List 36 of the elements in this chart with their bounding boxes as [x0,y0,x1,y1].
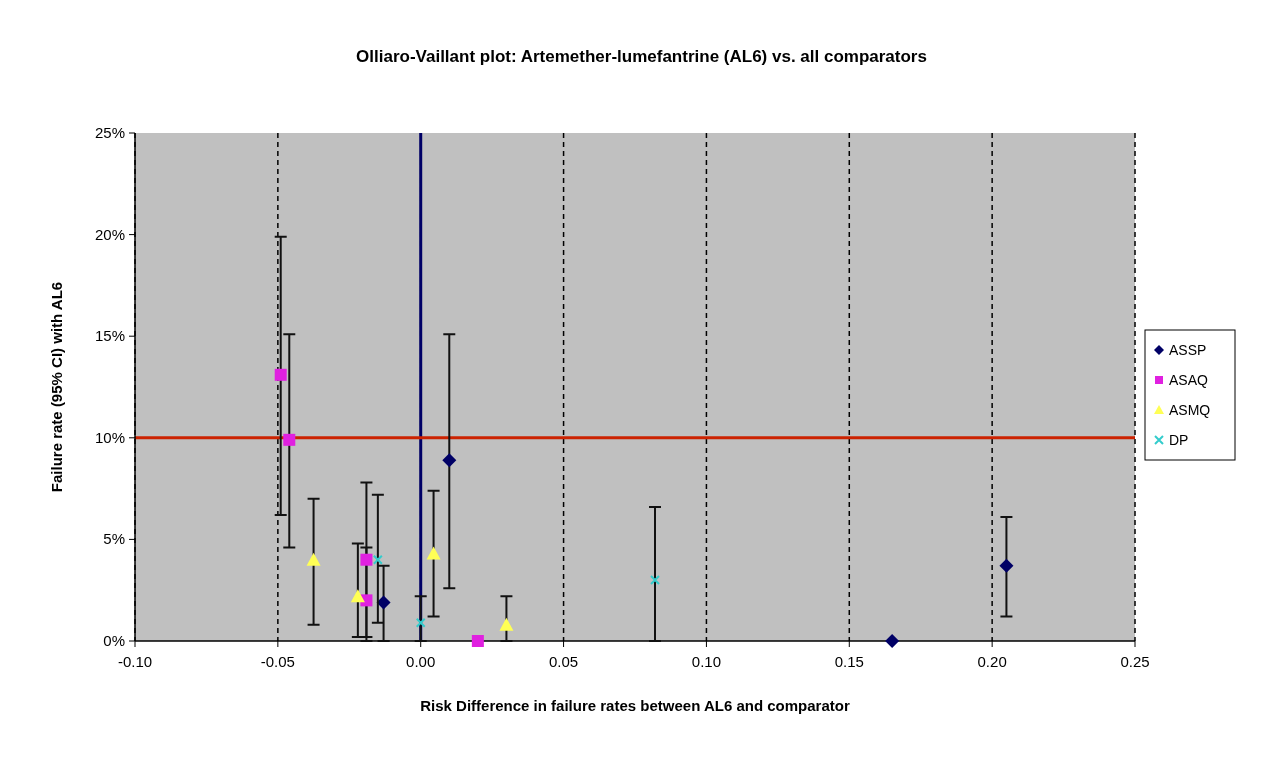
point [999,558,1014,573]
point [885,634,900,648]
x-tick-label: 0.25 [1120,653,1150,670]
chart-title: Olliaro-Vaillant plot: Artemether-lumefantrine (AL6) vs. all comparators [356,47,927,66]
x-tick-label: 0.00 [406,653,436,670]
point [283,433,296,446]
y-axis-title: Failure rate (95% CI) with AL6 [48,281,65,493]
y-tick-label: 0% [103,632,125,649]
point [372,554,383,565]
x-tick-label: 0.05 [548,653,579,670]
y-tick-label: 10% [94,428,125,446]
point [426,546,441,560]
x-tick-label: 0.20 [977,653,1007,670]
x-tick-label: -0.05 [260,653,295,670]
legend-label: ASAQ [1169,372,1209,388]
point [350,589,365,603]
x-tick-label: 0.10 [691,653,722,670]
point [650,575,660,586]
point [499,617,514,631]
y-tick-label: 25% [94,124,125,141]
point [376,595,391,610]
point [306,552,321,566]
x-axis-title: Risk Difference in failure rates between AL6 and comparator [420,697,850,714]
y-tick-label: 20% [94,225,125,243]
x-tick-label: 0.15 [834,653,864,670]
legend-label: ASSP [1169,342,1207,358]
legend-label: DP [1169,432,1189,448]
y-tick-label: 5% [103,530,125,548]
point [360,553,373,566]
y-tick-label: 15% [94,327,125,345]
point [471,635,484,647]
point [442,453,457,468]
point [274,368,287,381]
legend-label: ASMQ [1169,402,1211,418]
point [415,617,426,628]
x-tick-label: -0.10 [117,653,153,670]
